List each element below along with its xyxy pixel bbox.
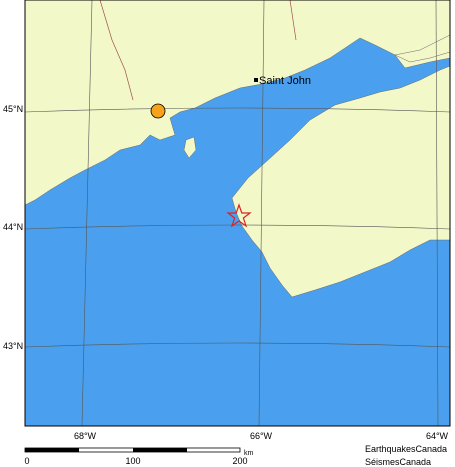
lat-line: [24, 107, 451, 113]
credit: EarthquakesCanada: [365, 444, 447, 454]
lat-line: [24, 342, 451, 348]
map-frame: [24, 0, 451, 427]
scale-segment: [133, 448, 187, 452]
lon-label: 66°W: [250, 431, 273, 441]
scale-label: 100: [125, 456, 140, 466]
event-marker[interactable]: [150, 103, 166, 119]
lon-label: 64°W: [426, 431, 449, 441]
lat-label: 45°N: [3, 104, 23, 114]
grand-manan: [183, 136, 197, 159]
scale-unit: km: [244, 450, 254, 457]
lat-label: 43°N: [3, 341, 23, 351]
scale-bar: 0 100 200 km: [24, 447, 254, 466]
city-marker: [254, 78, 258, 82]
mainland: [24, 0, 451, 206]
credit: SéismesCanada: [365, 457, 431, 467]
lon-line: [435, 0, 439, 427]
epicenter-star[interactable]: [226, 203, 252, 228]
lon-label: 68°W: [74, 431, 97, 441]
map-area: Saint John: [24, 0, 451, 427]
lat-line: [24, 224, 451, 230]
lon-line: [81, 0, 93, 427]
scale-segment: [25, 448, 79, 452]
border: [99, 0, 297, 101]
lon-line: [258, 0, 265, 427]
scale-label: 200: [232, 456, 247, 466]
city-label: Saint John: [259, 75, 311, 87]
graticule: [24, 0, 451, 427]
scale-label: 0: [24, 456, 29, 466]
nova-scotia: [231, 65, 451, 298]
lat-label: 44°N: [3, 222, 23, 232]
